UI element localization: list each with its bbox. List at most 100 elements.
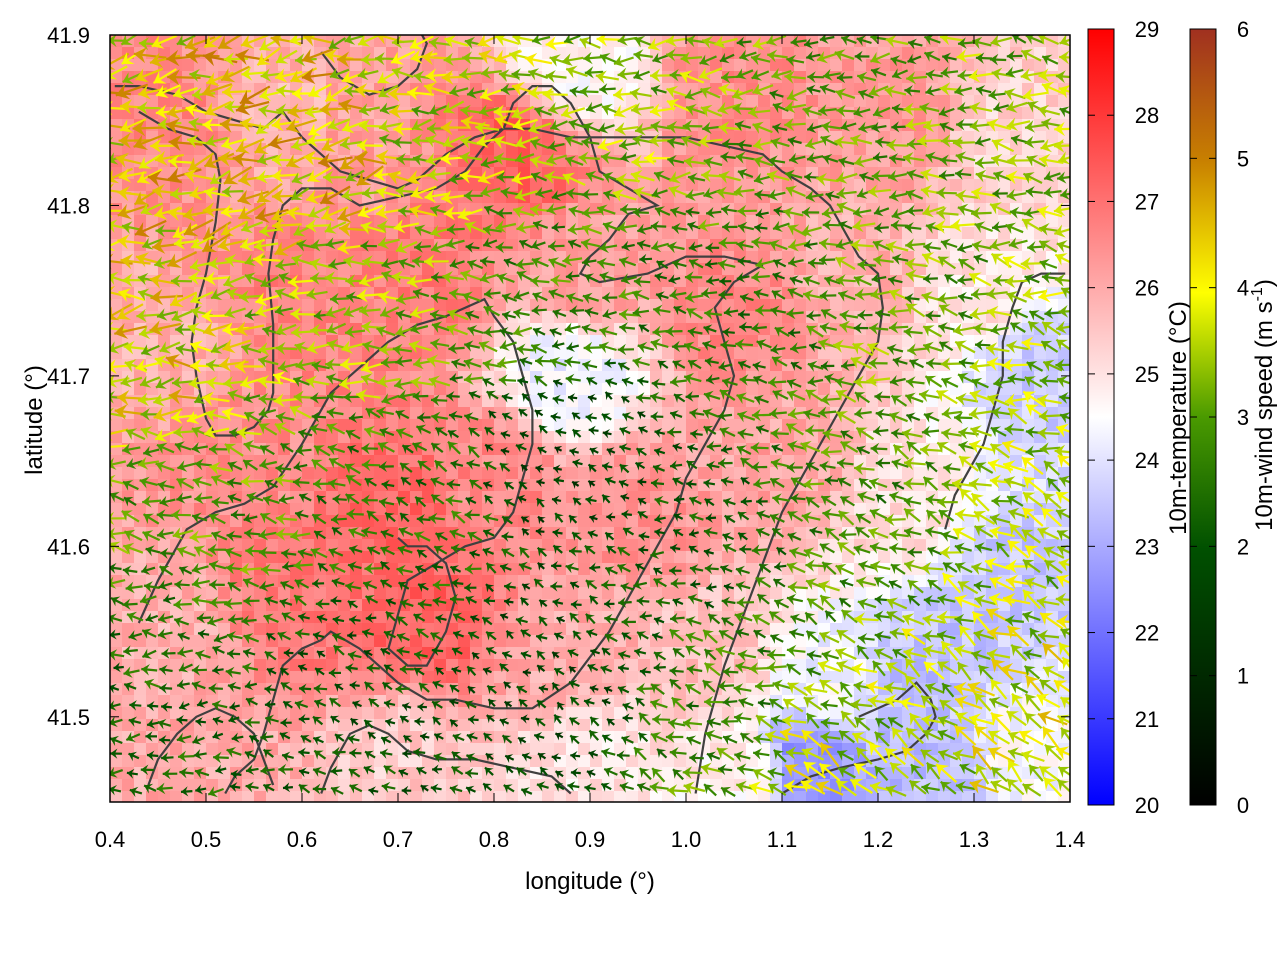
- temperature-cell: [542, 371, 555, 384]
- temperature-cell: [470, 179, 483, 192]
- temperature-cell: [662, 311, 675, 324]
- temperature-cell: [890, 467, 903, 480]
- temperature-cell: [830, 179, 843, 192]
- temperature-cell: [506, 263, 519, 276]
- temperature-cell: [530, 623, 543, 636]
- temperature-cell: [746, 191, 759, 204]
- temperature-cell: [590, 215, 603, 228]
- temperature-cell: [542, 95, 555, 108]
- temperature-cell: [794, 575, 807, 588]
- temperature-cell: [938, 263, 951, 276]
- temperature-cell: [734, 179, 747, 192]
- temperature-cell: [758, 275, 771, 288]
- temperature-cell: [410, 503, 423, 516]
- temperature-cell: [194, 143, 207, 156]
- temperature-cell: [950, 35, 963, 48]
- temperature-cell: [374, 95, 387, 108]
- temperature-cell: [206, 767, 219, 780]
- temperature-cell: [770, 59, 783, 72]
- temperature-cell: [818, 95, 831, 108]
- temperature-cell: [758, 107, 771, 120]
- temperature-cell: [134, 743, 147, 756]
- temperature-cell: [578, 443, 591, 456]
- temperature-cell: [578, 419, 591, 432]
- temperature-cell: [542, 707, 555, 720]
- temperature-cell: [806, 587, 819, 600]
- temperature-cell: [998, 635, 1011, 648]
- temperature-cell: [1022, 107, 1035, 120]
- temperature-cell: [266, 59, 279, 72]
- temperature-cell: [650, 659, 663, 672]
- temperature-cell: [350, 311, 363, 324]
- temperature-cell: [638, 263, 651, 276]
- temperature-cell: [614, 671, 627, 684]
- temperature-cell: [542, 227, 555, 240]
- temperature-cell: [878, 467, 891, 480]
- temperature-cell: [542, 779, 555, 792]
- temperature-cell: [554, 743, 567, 756]
- temperature-cell: [506, 419, 519, 432]
- temperature-cell: [602, 671, 615, 684]
- temperature-cell: [710, 383, 723, 396]
- temperature-cell: [554, 107, 567, 120]
- temperature-cell: [458, 743, 471, 756]
- temperature-cell: [962, 107, 975, 120]
- temperature-cell: [554, 347, 567, 360]
- temperature-cell: [314, 143, 327, 156]
- temperature-cell: [470, 347, 483, 360]
- temperature-cell: [650, 671, 663, 684]
- temperature-cell: [518, 635, 531, 648]
- temperature-cell: [266, 539, 279, 552]
- temperature-cell: [170, 671, 183, 684]
- temperature-cell: [518, 659, 531, 672]
- temperature-cell: [182, 179, 195, 192]
- temperature-cell: [830, 551, 843, 564]
- temperature-cell: [590, 695, 603, 708]
- temperature-cell: [278, 707, 291, 720]
- temperature-cell: [530, 515, 543, 528]
- temperature-cell: [830, 443, 843, 456]
- temperature-cell: [134, 215, 147, 228]
- temperature-cell: [590, 431, 603, 444]
- temperature-cell: [578, 383, 591, 396]
- temperature-cell: [770, 623, 783, 636]
- temperature-cell: [578, 215, 591, 228]
- temperature-cell: [518, 71, 531, 84]
- temperature-cell: [974, 347, 987, 360]
- temperature-cell: [698, 95, 711, 108]
- temperature-cell: [1034, 215, 1047, 228]
- temperature-cell: [698, 467, 711, 480]
- temperature-cell: [290, 539, 303, 552]
- temperature-cell: [302, 467, 315, 480]
- temperature-cell: [638, 431, 651, 444]
- temperature-cell: [626, 263, 639, 276]
- temperature-cell: [614, 659, 627, 672]
- temperature-cell: [914, 143, 927, 156]
- temperature-cell: [794, 455, 807, 468]
- temperature-cell: [1010, 251, 1023, 264]
- temperature-cell: [1046, 587, 1059, 600]
- temperature-cell: [158, 131, 171, 144]
- temperature-cell: [1010, 143, 1023, 156]
- temperature-cell: [278, 383, 291, 396]
- temperature-cell: [398, 95, 411, 108]
- temperature-cell: [554, 95, 567, 108]
- temperature-cell: [1010, 551, 1023, 564]
- temperature-cell: [698, 299, 711, 312]
- temperature-cell: [350, 419, 363, 432]
- temperature-cell: [422, 251, 435, 264]
- temperature-cell: [866, 131, 879, 144]
- temperature-cell: [842, 95, 855, 108]
- temperature-cell: [818, 263, 831, 276]
- temperature-cell: [914, 227, 927, 240]
- temperature-cell: [494, 143, 507, 156]
- temperature-cell: [878, 671, 891, 684]
- temperature-cell: [638, 467, 651, 480]
- temperature-cell: [542, 467, 555, 480]
- temperature-cell: [734, 347, 747, 360]
- temperature-cell: [662, 191, 675, 204]
- temperature-cell: [242, 131, 255, 144]
- temperature-cell: [542, 431, 555, 444]
- temperature-cell: [734, 311, 747, 324]
- temperature-cell: [374, 59, 387, 72]
